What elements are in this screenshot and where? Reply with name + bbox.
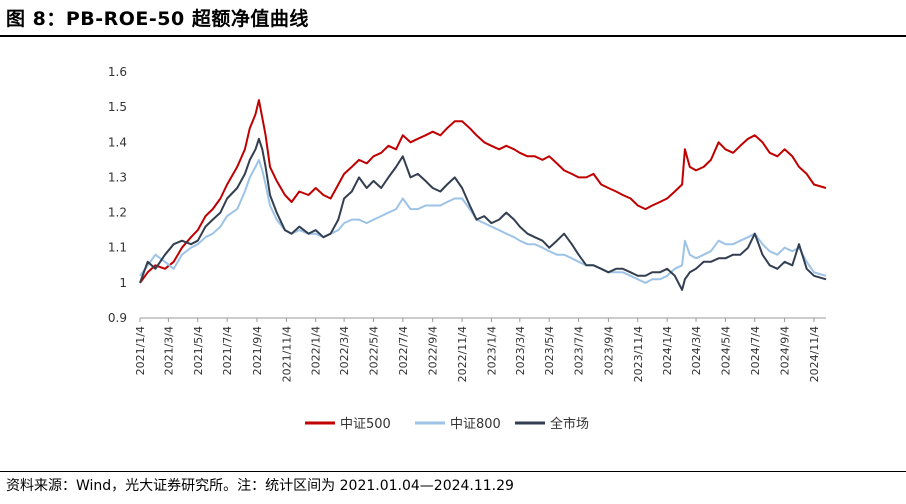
x-tick-label: 2022/3/4 <box>338 326 351 375</box>
x-tick-label: 2022/11/4 <box>456 326 469 382</box>
x-tick-label: 2023/3/4 <box>514 326 527 375</box>
x-tick-label: 2023/1/4 <box>485 326 498 375</box>
x-tick-label: 2022/7/4 <box>397 326 410 375</box>
y-tick-label: 1.1 <box>108 241 127 255</box>
x-tick-label: 2024/7/4 <box>749 326 762 375</box>
series-line-csi800 <box>139 158 827 284</box>
x-tick-label: 2021/5/4 <box>192 326 205 375</box>
series-line-csi500 <box>139 99 827 284</box>
legend-label: 中证800 <box>450 417 501 432</box>
x-tick-label: 2022/1/4 <box>310 326 323 375</box>
x-tick-label: 2024/11/4 <box>808 326 821 382</box>
legend-label: 中证500 <box>340 417 391 432</box>
x-tick-label: 2021/11/4 <box>280 326 293 382</box>
x-tick-label: 2023/11/4 <box>632 326 645 382</box>
y-tick-label: 0.9 <box>108 311 127 325</box>
x-tick-label: 2024/9/4 <box>779 326 792 375</box>
legend-item-all-market: 全市场 <box>515 416 589 432</box>
legend-label: 全市场 <box>550 416 589 432</box>
legend: 中证500 中证800 全市场 <box>305 416 589 432</box>
y-tick-label: 1.5 <box>108 100 127 114</box>
y-tick-label: 1 <box>119 276 127 290</box>
y-tick-label: 1.6 <box>108 65 127 79</box>
chart-title: 图 8：PB-ROE-50 超额净值曲线 <box>6 8 309 30</box>
pb-roe-excess-nav-chart: 0.911.11.21.31.41.51.6 2021/1/4 2021/3/4 2… <box>108 65 827 432</box>
source-note: 资料来源：Wind，光大证券研究所。注：统计区间为 2021.01.04—202… <box>6 478 514 494</box>
bottom-divider <box>0 471 906 472</box>
x-tick-label: 2021/3/4 <box>162 326 175 375</box>
legend-item-csi500: 中证500 <box>305 417 391 432</box>
x-tick-label: 2021/1/4 <box>134 326 147 375</box>
x-tick-label: 2022/9/4 <box>427 326 440 375</box>
x-tick-label: 2024/3/4 <box>690 326 703 375</box>
y-tick-label: 1.4 <box>108 135 127 149</box>
series-lines <box>139 99 827 291</box>
x-tick-label: 2024/5/4 <box>719 326 732 375</box>
y-tick-label: 1.2 <box>108 206 127 220</box>
x-tick-label: 2022/5/4 <box>367 326 380 375</box>
y-tick-label: 1.3 <box>108 170 127 184</box>
top-divider <box>0 35 906 37</box>
x-tick-label: 2023/9/4 <box>602 326 615 375</box>
x-tick-label: 2023/5/4 <box>543 326 556 375</box>
y-axis: 0.9 1 1.1 1.2 1.3 1.4 1.5 1.6 <box>108 65 127 325</box>
x-tick-label: 2024/1/4 <box>661 326 674 375</box>
x-axis: 2021/1/4 2021/3/4 2021/5/4 2021/7/4 2021/9/4… <box>134 317 826 382</box>
x-tick-label: 2021/7/4 <box>221 326 234 375</box>
legend-item-csi800: 中证800 <box>415 417 501 432</box>
series-line-all-market <box>139 137 827 291</box>
x-tick-label: 2021/9/4 <box>251 326 264 375</box>
x-tick-label: 2023/7/4 <box>573 326 586 375</box>
